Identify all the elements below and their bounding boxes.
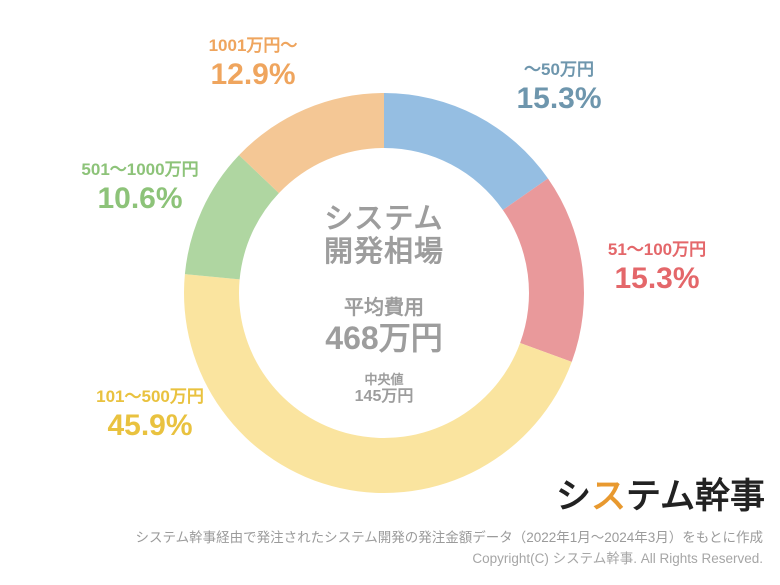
logo-rest: テム幹事 (626, 477, 765, 516)
data-source-note: システム幹事経由で発注されたシステム開発の発注金額データ（2022年1月～202… (135, 530, 764, 545)
copyright-text: Copyright(C) システム幹事. All Rights Reserved… (472, 551, 763, 566)
chart-title-line1: システム (324, 203, 444, 235)
donut-segment-0 (384, 93, 548, 210)
label-501-1000: 501～1000万円 10.6% (81, 160, 198, 216)
footer: システム幹事経由で発注されたシステム開発の発注金額データ（2022年1月～202… (136, 527, 764, 569)
segment-percent-text: 15.3% (614, 262, 700, 295)
label-over-1001: 1001万円～ 12.9% (209, 36, 298, 92)
logo-char-shi: シ (556, 477, 592, 516)
segment-range-text: 101～500万円 (96, 387, 204, 406)
donut-ring (184, 93, 585, 494)
chart-title-line2: 開発相場 (323, 236, 444, 268)
logo-char-su-accent: ス (591, 477, 627, 516)
median-value: 145万円 (354, 388, 414, 405)
segment-range-text: 501～1000万円 (81, 160, 199, 179)
label-51-100: 51～100万円 15.3% (608, 240, 706, 296)
segment-range-text: 1001万円～ (208, 36, 298, 55)
donut-segment-4 (239, 93, 384, 194)
segment-percent-text: 45.9% (107, 409, 193, 442)
label-101-500: 101～500万円 45.9% (96, 387, 204, 443)
donut-segment-1 (502, 178, 585, 362)
segment-range-text: ～50万円 (524, 60, 594, 79)
donut-segment-2 (184, 274, 572, 494)
label-under-50: ～50万円 15.3% (516, 60, 601, 116)
brand-logo: システム幹事 (556, 468, 765, 519)
segment-percent-text: 12.9% (210, 58, 296, 91)
median-label: 中央値 (364, 372, 404, 387)
chart-center: システム 開発相場 平均費用 468万円 中央値 145万円 (264, 203, 504, 406)
donut-segment-3 (184, 155, 279, 280)
chart-center-title: システム 開発相場 (264, 203, 504, 269)
segment-range-text: 51～100万円 (607, 240, 707, 259)
average-cost-label: 平均費用 (344, 297, 424, 319)
segment-percent-text: 15.3% (516, 82, 602, 115)
segment-percent-text: 10.6% (97, 182, 183, 215)
average-cost-value: 468万円 (325, 320, 443, 356)
